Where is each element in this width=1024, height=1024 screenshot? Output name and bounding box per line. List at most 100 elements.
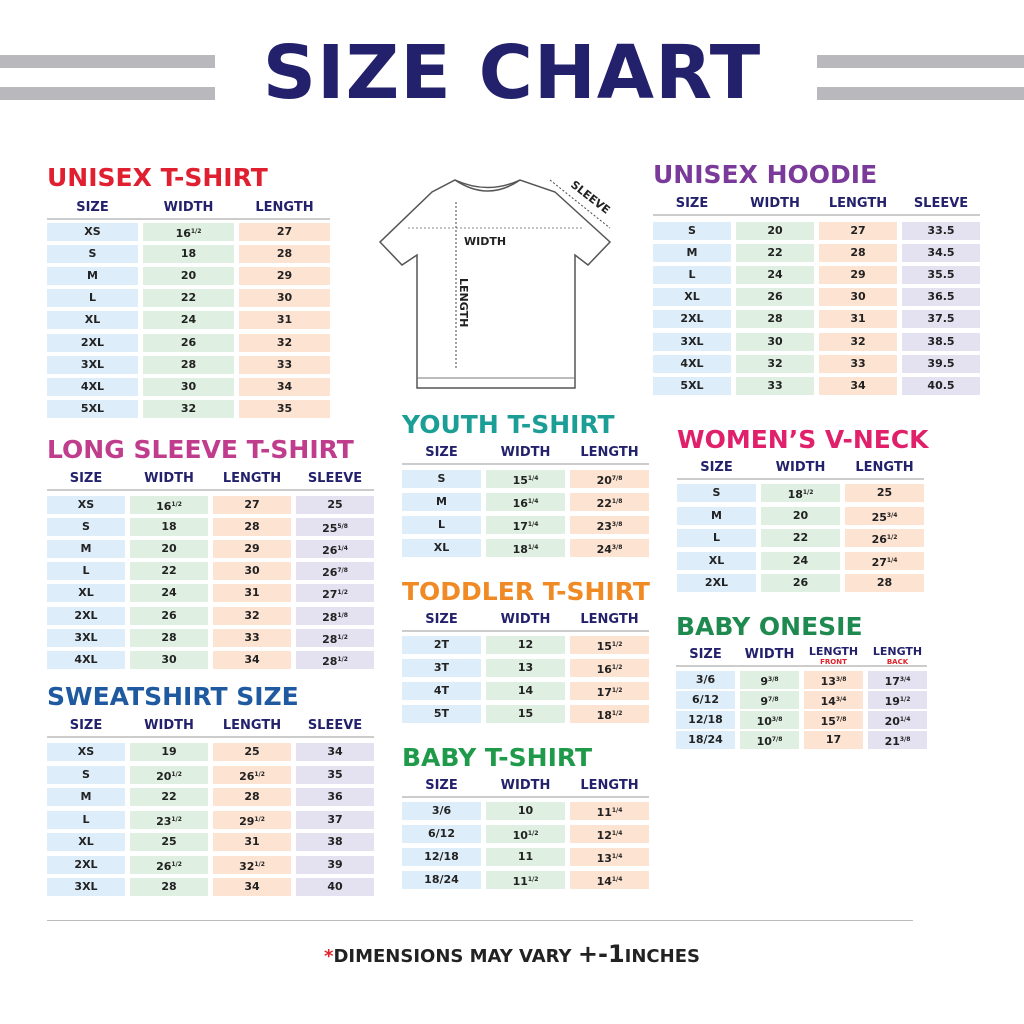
cell-fraction: 1/4 [527, 475, 539, 482]
cell-whole: 16 [596, 663, 612, 676]
column-header: LENGTH [855, 460, 914, 475]
cell-whole: 16 [175, 227, 191, 240]
table-cell: 18/24 [402, 871, 481, 889]
table-cell: 26 [761, 574, 840, 593]
cell-whole: 16 [156, 500, 172, 513]
table-cell: 24 [761, 551, 840, 570]
cell-fraction: 1/2 [899, 696, 911, 703]
table-cell: 253/4 [845, 506, 924, 525]
table-cell: 35 [239, 399, 330, 418]
cell-fraction: 7/8 [768, 696, 779, 703]
table-cell: 171/4 [486, 516, 565, 534]
table-cell: 4XL [653, 354, 731, 373]
table-cell: 18/24 [676, 731, 735, 749]
cell-whole: 9 [760, 695, 769, 708]
column-header: SIZE [675, 196, 709, 211]
cell-whole: 15 [820, 715, 836, 728]
table-cell: 291/2 [213, 810, 291, 829]
table-cell: 171/2 [570, 682, 649, 700]
table-cell: S [653, 222, 731, 240]
table-cell: M [677, 506, 756, 525]
cell-fraction: 1/4 [611, 807, 623, 814]
cell-whole: 13 [820, 675, 836, 688]
table-cell: 31 [819, 310, 897, 329]
table-cell: S [47, 765, 125, 784]
table-cell: 2T [402, 636, 481, 654]
table-cell: 29 [239, 267, 330, 286]
header-rule [402, 630, 649, 632]
cell-whole: 15 [596, 640, 612, 653]
table-cell: 5XL [653, 376, 731, 395]
column-header: LENGTH [580, 445, 639, 460]
table-cell: 36.5 [902, 288, 980, 307]
cell-whole: 28 [322, 654, 338, 668]
cell-fraction: 1/2 [527, 876, 539, 883]
cell-whole: 10 [756, 735, 772, 748]
cell-whole: 12 [596, 829, 612, 842]
table-cell: 2XL [47, 855, 125, 874]
table-cell: 40.5 [902, 376, 980, 395]
table-cell: 18 [130, 518, 208, 537]
cell-fraction: 7/8 [611, 475, 623, 482]
table-cell: 38.5 [902, 332, 980, 351]
table-cell: 28 [130, 628, 208, 647]
stripe [0, 55, 215, 68]
column-header: SIZE [425, 778, 458, 793]
table-cell: L [402, 516, 481, 534]
table-cell: 28 [213, 518, 291, 537]
cell-fraction: 1/2 [254, 770, 265, 778]
table-cell: 213/8 [868, 731, 927, 749]
column-header: LENGTH [580, 778, 639, 793]
table-cell: 161/2 [570, 659, 649, 677]
cell-whole: 22 [596, 497, 612, 510]
table-cell: 6/12 [676, 691, 735, 709]
table-cell: 20 [143, 267, 234, 286]
asterisk: * [324, 946, 334, 967]
table-cell: 5XL [47, 399, 138, 418]
cell-fraction: 1/4 [611, 853, 623, 860]
column-header: LENGTH [222, 471, 282, 486]
cell-fraction: 1/2 [611, 710, 623, 717]
table-cell: 3/6 [676, 671, 735, 689]
table-cell: 157/8 [804, 711, 863, 729]
table-cell: 31 [239, 311, 330, 330]
table-cell: 22 [736, 244, 814, 263]
table-cell: 26 [736, 288, 814, 307]
table-cell: 4T [402, 682, 481, 700]
table-cell: 141/4 [570, 871, 649, 889]
cell-fraction: 1/2 [190, 228, 202, 235]
table-cell: 3XL [47, 355, 138, 374]
table-cell: 133/8 [804, 671, 863, 689]
table-cell: 25 [296, 496, 374, 514]
cell-fraction: 1/4 [611, 830, 623, 837]
stripe [0, 87, 215, 100]
table-cell: 36 [296, 788, 374, 806]
header-rule [47, 218, 330, 220]
cell-whole: 32 [239, 859, 255, 873]
sleeve-arrow [549, 179, 611, 229]
cell-fraction: 1/2 [254, 815, 265, 823]
table-cell: L [653, 266, 731, 285]
table-cell: 321/2 [213, 855, 291, 874]
table-cell: L [47, 562, 125, 581]
table-cell: 151/4 [486, 470, 565, 488]
table-cell: 2XL [677, 574, 756, 593]
cell-whole: 29 [239, 814, 255, 828]
cell-fraction: 3/8 [611, 544, 623, 551]
column-header: WIDTH [750, 196, 800, 211]
table-cell: 201/2 [130, 765, 208, 784]
table-cell: 281/2 [296, 650, 374, 669]
table-cell: 181/2 [761, 484, 840, 502]
table-cell: 29 [819, 266, 897, 285]
column-header: SIZE [425, 445, 458, 460]
cell-fraction: 1/4 [886, 556, 898, 564]
table-cell: 207/8 [570, 470, 649, 488]
table-cell: XL [402, 539, 481, 557]
cell-whole: 10 [512, 829, 528, 842]
table-cell: 4XL [47, 650, 125, 669]
table-cell: 17 [804, 731, 863, 749]
header-rule [677, 478, 924, 480]
table-cell: 28 [239, 245, 330, 264]
column-header: SIZE [76, 200, 109, 215]
page-title: SIZE CHART [262, 30, 762, 116]
